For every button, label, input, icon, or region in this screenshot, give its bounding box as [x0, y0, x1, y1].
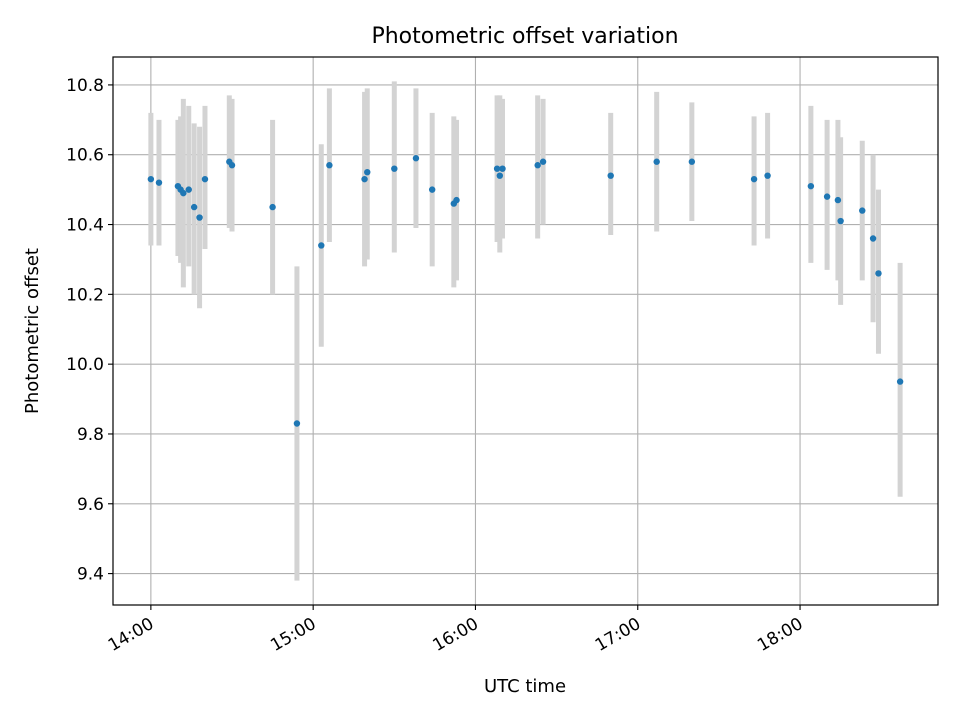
data-point — [653, 158, 660, 165]
x-axis-label: UTC time — [484, 676, 566, 697]
data-point — [201, 175, 209, 183]
y-tick-label: 10.0 — [66, 355, 104, 375]
data-point — [493, 165, 501, 172]
data-point — [869, 235, 877, 242]
grid — [113, 57, 938, 605]
data-point — [185, 186, 192, 193]
data-point — [834, 196, 842, 204]
y-axis-label: Photometric offset — [22, 248, 43, 414]
data-point — [534, 162, 541, 169]
data-point — [496, 172, 504, 179]
data-point — [391, 165, 398, 172]
data-point — [539, 158, 547, 165]
y-tick-label: 10.2 — [66, 285, 104, 305]
data-point — [412, 155, 420, 162]
data-point — [859, 207, 866, 214]
data-point — [269, 203, 276, 211]
data-point — [607, 172, 614, 179]
data-point — [875, 270, 882, 277]
y-tick-label: 10.6 — [66, 146, 104, 166]
data-point — [293, 420, 301, 427]
data-point — [688, 158, 696, 165]
data-point — [896, 378, 904, 385]
data-point — [453, 196, 460, 204]
data-point — [837, 217, 844, 225]
y-axis-ticks: 9.4 9.6 9.8 10.0 10.2 10.4 10.6 10.8 — [66, 76, 113, 585]
data-point — [318, 242, 325, 249]
data-point — [147, 175, 155, 183]
y-tick-label: 9.6 — [77, 495, 104, 515]
data-point — [155, 179, 163, 186]
plot-frame — [112, 56, 939, 606]
data-point — [823, 193, 831, 200]
y-tick-label: 9.4 — [77, 565, 104, 585]
data-point — [750, 175, 758, 183]
y-tick-label: 10.8 — [66, 76, 104, 96]
data-point — [326, 162, 333, 169]
data-point — [228, 162, 236, 169]
data-point — [364, 168, 371, 176]
data-point — [807, 182, 815, 190]
chart-title: Photometric offset variation — [371, 24, 678, 49]
data-point — [361, 175, 368, 183]
data-point — [190, 203, 198, 211]
data-points — [147, 155, 904, 427]
data-point — [180, 189, 187, 197]
y-tick-label: 9.8 — [77, 425, 104, 445]
data-point — [428, 186, 436, 193]
data-point — [764, 172, 771, 179]
y-tick-label: 10.4 — [66, 216, 104, 236]
data-point — [196, 214, 203, 221]
data-point — [499, 165, 506, 172]
